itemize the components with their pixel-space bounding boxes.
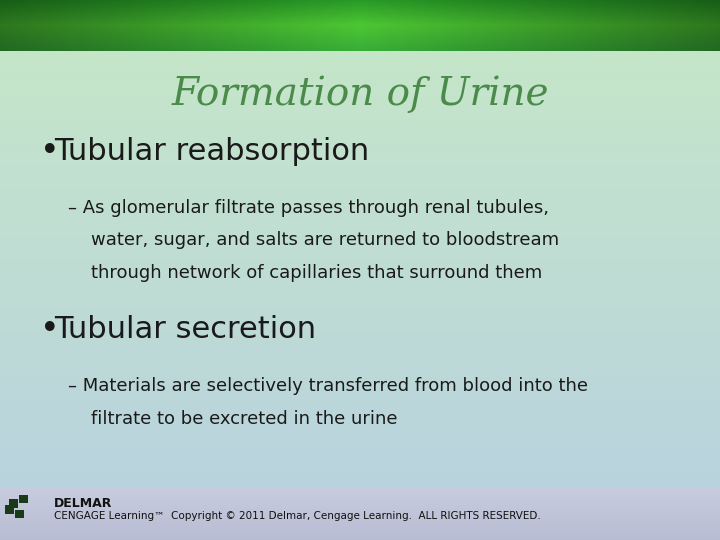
Text: filtrate to be excreted in the urine: filtrate to be excreted in the urine (68, 409, 398, 428)
Text: •: • (40, 313, 59, 346)
Text: DELMAR: DELMAR (54, 497, 112, 510)
Bar (9, 499, 18, 508)
Text: water, sugar, and salts are returned to bloodstream: water, sugar, and salts are returned to … (68, 231, 559, 249)
Text: – Materials are selectively transferred from blood into the: – Materials are selectively transferred … (68, 377, 588, 395)
Text: CENGAGE Learning™  Copyright © 2011 Delmar, Cengage Learning.  ALL RIGHTS RESERV: CENGAGE Learning™ Copyright © 2011 Delma… (54, 511, 541, 521)
Bar (15, 510, 24, 518)
Text: through network of capillaries that surround them: through network of capillaries that surr… (68, 264, 543, 282)
Text: Tubular secretion: Tubular secretion (54, 315, 316, 344)
Text: Tubular reabsorption: Tubular reabsorption (54, 137, 369, 166)
Text: •: • (40, 134, 59, 168)
Bar (5, 505, 14, 514)
Bar (0, 0, 720, 51)
Text: – As glomerular filtrate passes through renal tubules,: – As glomerular filtrate passes through … (68, 199, 549, 217)
Text: Formation of Urine: Formation of Urine (171, 76, 549, 113)
Bar (19, 495, 28, 503)
